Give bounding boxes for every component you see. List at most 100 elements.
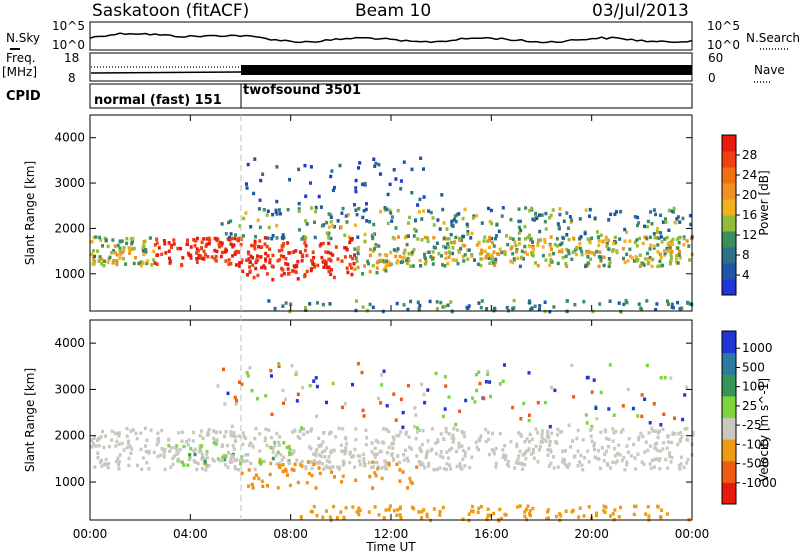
power-echo-cell [562,236,566,241]
velocity-echo-cell [518,449,522,454]
velocity-echo-cell [264,394,268,398]
velocity-echo-cell [503,363,506,367]
velocity-echo-cell [371,460,375,464]
power-echo-cell [300,253,304,257]
power-echo-cell [394,254,398,259]
velocity-echo-cell [129,451,133,456]
power-echo-cell [245,258,249,262]
power-echo-cell [509,259,513,264]
velocity-echo-cell [315,414,318,419]
velocity-echo-cell [430,447,434,451]
velocity-echo-cell [668,451,672,455]
velocity-echo-cell [145,460,149,465]
power-echo-cell [176,246,180,251]
velocity-echo-cell [135,436,139,441]
power-echo-cell [297,209,301,213]
power-echo-cell [626,259,630,263]
power-echo-cell [93,254,97,259]
velocity-echo-cell [556,465,560,469]
power-echo-cell [297,167,301,172]
power-echo-cell [252,244,256,248]
velocity-echo-cell [492,449,496,453]
velocity-echo-cell [679,455,683,460]
velocity-echo-cell [489,394,492,399]
power-echo-cell [436,218,440,222]
power-echo-cell [498,247,502,251]
power-echo-cell [518,264,522,269]
velocity-echo-cell [526,504,530,508]
power-echo-cell [286,241,290,245]
velocity-echo-cell [377,396,381,401]
power-echo-cell [607,247,611,251]
velocity-echo-cell [260,460,264,464]
power-echo-cell [676,237,680,241]
velocity-echo-cell [460,444,464,448]
power-echo-cell [520,249,524,254]
power-echo-cell [575,246,579,250]
power-echo-cell [531,217,535,222]
power-echo-cell [281,244,285,248]
power-echo-cell [356,251,360,256]
power-echo-cell [101,244,104,248]
velocity-echo-cell [642,462,646,466]
velocity-echo-cell [487,452,491,457]
velocity-echo-cell [668,454,672,459]
power-echo-cell [163,242,167,246]
velocity-echo-cell [362,457,366,461]
power-echo-cell [132,261,136,266]
velocity-echo-cell [606,463,610,467]
power-echo-cell [599,233,603,237]
colorbar-tick-label: 20 [742,188,757,202]
power-echo-cell [457,212,461,216]
velocity-echo-cell [226,465,230,469]
power-echo-cell [584,264,587,269]
power-echo-cell [655,236,659,240]
power-echo-cell [266,254,270,258]
power-echo-cell [432,236,436,240]
velocity-echo-cell [640,460,644,464]
power-echo-cell [605,237,609,242]
power-echo-cell [488,235,492,240]
power-echo-cell [90,240,94,244]
power-echo-cell [641,241,645,246]
velocity-echo-cell [270,412,274,417]
power-echo-cell [548,310,552,314]
power-echo-cell [494,236,497,241]
velocity-echo-cell [586,375,590,380]
power-echo-cell [655,226,659,231]
power-echo-cell [155,241,159,245]
power-echo-cell [579,246,583,251]
velocity-echo-cell [548,443,552,448]
power-echo-cell [661,220,665,224]
power-echo-cell [280,273,284,278]
power-echo-cell [303,248,307,253]
velocity-echo-cell [399,397,403,402]
power-echo-cell [227,258,231,262]
power-echo-cell [259,178,263,183]
power-echo-cell [111,238,115,242]
velocity-echo-cell [395,513,399,518]
power-ylabel: Slant Range [km] [23,161,37,265]
velocity-colorbar-label: Velocity [m s^-1] [757,378,771,482]
velocity-echo-cell [686,457,690,462]
power-echo-cell [551,208,555,212]
power-echo-cell [659,264,662,268]
velocity-echo-cell [204,468,208,472]
power-echo-cell [281,233,285,237]
power-echo-cell [305,222,309,226]
colorbar-tick-label: 100 [742,380,765,394]
power-echo-cell [253,247,257,251]
power-echo-cell [387,263,391,267]
velocity-echo-cell [302,432,306,436]
velocity-echo-cell [691,433,695,437]
velocity-echo-cell [358,463,362,467]
power-echo-cell [548,263,552,267]
velocity-echo-cell [399,515,403,520]
velocity-echo-cell [409,480,413,484]
velocity-echo-cell [295,399,299,403]
power-echo-cell [363,239,367,244]
velocity-echo-cell [220,444,224,449]
velocity-echo-cell [230,454,234,458]
